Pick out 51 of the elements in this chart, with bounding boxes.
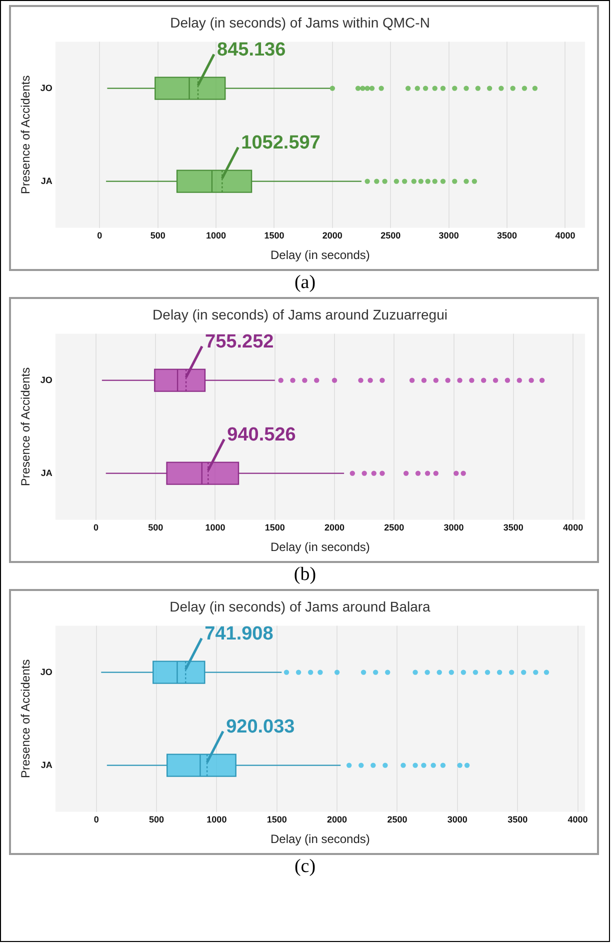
x-tick-label: 2500 bbox=[380, 230, 401, 241]
annotation: 845.136 bbox=[217, 40, 286, 61]
annotation: 755.252 bbox=[205, 332, 274, 353]
x-tick-label: 2000 bbox=[324, 522, 345, 533]
annotation: 741.908 bbox=[204, 624, 274, 645]
x-tick-label: 3000 bbox=[447, 814, 468, 825]
x-tick-label: 1000 bbox=[205, 522, 226, 533]
x-tick-label: 2500 bbox=[384, 522, 404, 533]
y-axis-title: Presence of Accidents bbox=[18, 367, 33, 486]
x-tick-label: 4000 bbox=[563, 522, 584, 533]
x-tick-label: 0 bbox=[94, 814, 99, 825]
y-tick-label: JO bbox=[40, 374, 52, 385]
x-tick-label: 3500 bbox=[497, 230, 518, 241]
x-axis-title: Delay (in seconds) bbox=[270, 832, 370, 846]
x-tick-label: 3500 bbox=[508, 814, 528, 825]
x-tick-label: 1500 bbox=[264, 522, 285, 533]
x-tick-label: 3000 bbox=[438, 230, 459, 241]
chart-title: Delay (in seconds) of Jams around Zuzuarregui bbox=[152, 306, 448, 322]
y-tick-label: JA bbox=[40, 468, 53, 478]
x-tick-label: 1500 bbox=[266, 814, 287, 825]
y-axis-title: Presence of Accidents bbox=[18, 659, 33, 778]
chart-title: Delay (in seconds) of Jams within QMC-N bbox=[170, 14, 430, 30]
x-axis-title: Delay (in seconds) bbox=[270, 540, 370, 554]
y-tick-label: JA bbox=[40, 760, 53, 770]
x-tick-label: 1500 bbox=[264, 230, 284, 241]
x-tick-label: 1000 bbox=[206, 814, 227, 825]
x-tick-label: 3000 bbox=[444, 522, 464, 533]
y-tick-label: JA bbox=[40, 176, 53, 186]
x-tick-label: 4000 bbox=[555, 230, 576, 241]
annotation: 940.526 bbox=[227, 424, 296, 446]
text: (a) bbox=[293, 271, 317, 295]
x-tick-label: 0 bbox=[93, 522, 98, 533]
x-tick-label: 500 bbox=[148, 522, 164, 533]
x-tick-label: 0 bbox=[97, 230, 102, 241]
annotation: 920.033 bbox=[226, 716, 295, 738]
chart-title: Delay (in seconds) of Jams around Balara bbox=[170, 598, 431, 614]
x-tick-label: 2000 bbox=[327, 814, 348, 825]
x-tick-label: 500 bbox=[148, 814, 164, 825]
y-axis-title: Presence of Accidents bbox=[18, 75, 33, 194]
x-tick-label: 2500 bbox=[387, 814, 408, 825]
y-tick-label: JO bbox=[40, 82, 52, 93]
x-tick-label: 3500 bbox=[503, 522, 524, 533]
text: (b) bbox=[292, 563, 318, 587]
y-tick-label: JO bbox=[40, 666, 52, 677]
x-tick-label: 4000 bbox=[568, 814, 588, 825]
x-axis-title: Delay (in seconds) bbox=[270, 248, 370, 262]
x-tick-label: 1000 bbox=[206, 230, 226, 241]
annotation: 1052.597 bbox=[241, 132, 320, 154]
x-tick-label: 2000 bbox=[322, 230, 342, 241]
x-tick-label: 500 bbox=[150, 230, 166, 241]
text: (c) bbox=[293, 855, 317, 879]
